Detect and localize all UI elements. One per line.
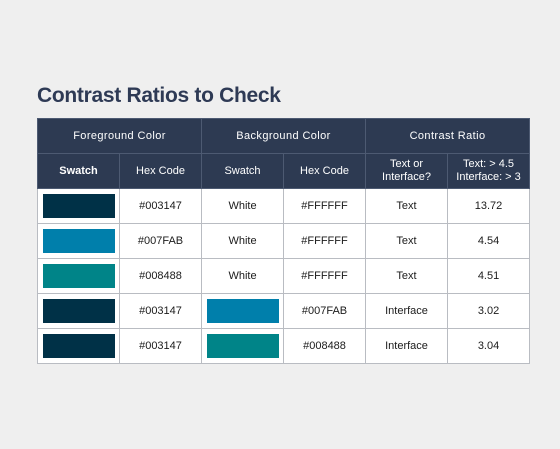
contrast-table: Foreground Color Background Color Contra… [37,118,531,364]
table-row: #003147 White #FFFFFF Text 13.72 [37,188,531,224]
bg-swatch-header: Swatch [201,153,284,189]
table-row: #003147 #007FAB Interface 3.02 [37,293,531,329]
fg-color-swatch [42,264,115,288]
ratio-header-line2: Interface: > 3 [456,171,521,183]
fg-hex-cell: #003147 [119,293,202,329]
table-row: #008488 White #FFFFFF Text 4.51 [37,258,531,294]
bg-color-swatch [206,334,279,358]
bg-hex-cell: #FFFFFF [282,188,367,224]
bg-label-cell: White [201,258,284,294]
fg-color-swatch [42,194,115,218]
ratio-cell: 3.04 [447,328,531,364]
bg-color-swatch [206,299,279,323]
group-contrast-header: Contrast Ratio [365,118,531,154]
ratio-cell: 3.02 [447,293,531,329]
type-header-line1: Text or [390,158,424,170]
bg-swatch-cell [201,328,284,364]
type-cell: Interface [365,328,449,364]
bg-hex-cell: #007FAB [282,293,367,329]
table-body: #003147 White #FFFFFF Text 13.72 #007FAB… [37,188,531,364]
fg-swatch-cell [37,258,120,294]
ratio-cell: 4.54 [447,223,531,259]
fg-swatch-cell [37,188,120,224]
fg-color-swatch [42,334,115,358]
fg-hex-cell: #003147 [119,188,202,224]
fg-hex-cell: #008488 [119,258,202,294]
bg-label-cell: White [201,223,284,259]
type-cell: Text [365,258,449,294]
ratio-cell: 4.51 [447,258,531,294]
table-row: #003147 #008488 Interface 3.04 [37,328,531,364]
fg-hex-header: Hex Code [119,153,202,189]
fg-color-swatch [42,229,115,253]
bg-hex-cell: #FFFFFF [282,223,367,259]
group-header-row: Foreground Color Background Color Contra… [37,118,531,154]
bg-hex-header: Hex Code [282,153,367,189]
ratio-cell: 13.72 [447,188,531,224]
fg-hex-cell: #007FAB [119,223,202,259]
type-cell: Text [365,188,449,224]
bg-label-cell: White [201,188,284,224]
group-foreground-header: Foreground Color [37,118,202,154]
bg-hex-cell: #FFFFFF [282,258,367,294]
ratio-header-line1: Text: > 4.5 [462,158,515,170]
fg-swatch-cell [37,328,120,364]
page-title: Contrast Ratios to Check [37,84,281,107]
fg-swatch-header: Swatch [37,153,120,189]
bg-hex-cell: #008488 [282,328,367,364]
type-cell: Interface [365,293,449,329]
fg-swatch-cell [37,223,120,259]
bg-swatch-cell [201,293,284,329]
type-header: Text or Interface? [365,153,449,189]
ratio-header: Text: > 4.5 Interface: > 3 [447,153,531,189]
fg-hex-cell: #003147 [119,328,202,364]
group-background-header: Background Color [200,118,367,154]
table-row: #007FAB White #FFFFFF Text 4.54 [37,223,531,259]
fg-color-swatch [42,299,115,323]
type-header-line2: Interface? [382,171,431,183]
fg-swatch-cell [37,293,120,329]
column-header-row: Swatch Hex Code Swatch Hex Code Text or … [37,153,531,189]
type-cell: Text [365,223,449,259]
